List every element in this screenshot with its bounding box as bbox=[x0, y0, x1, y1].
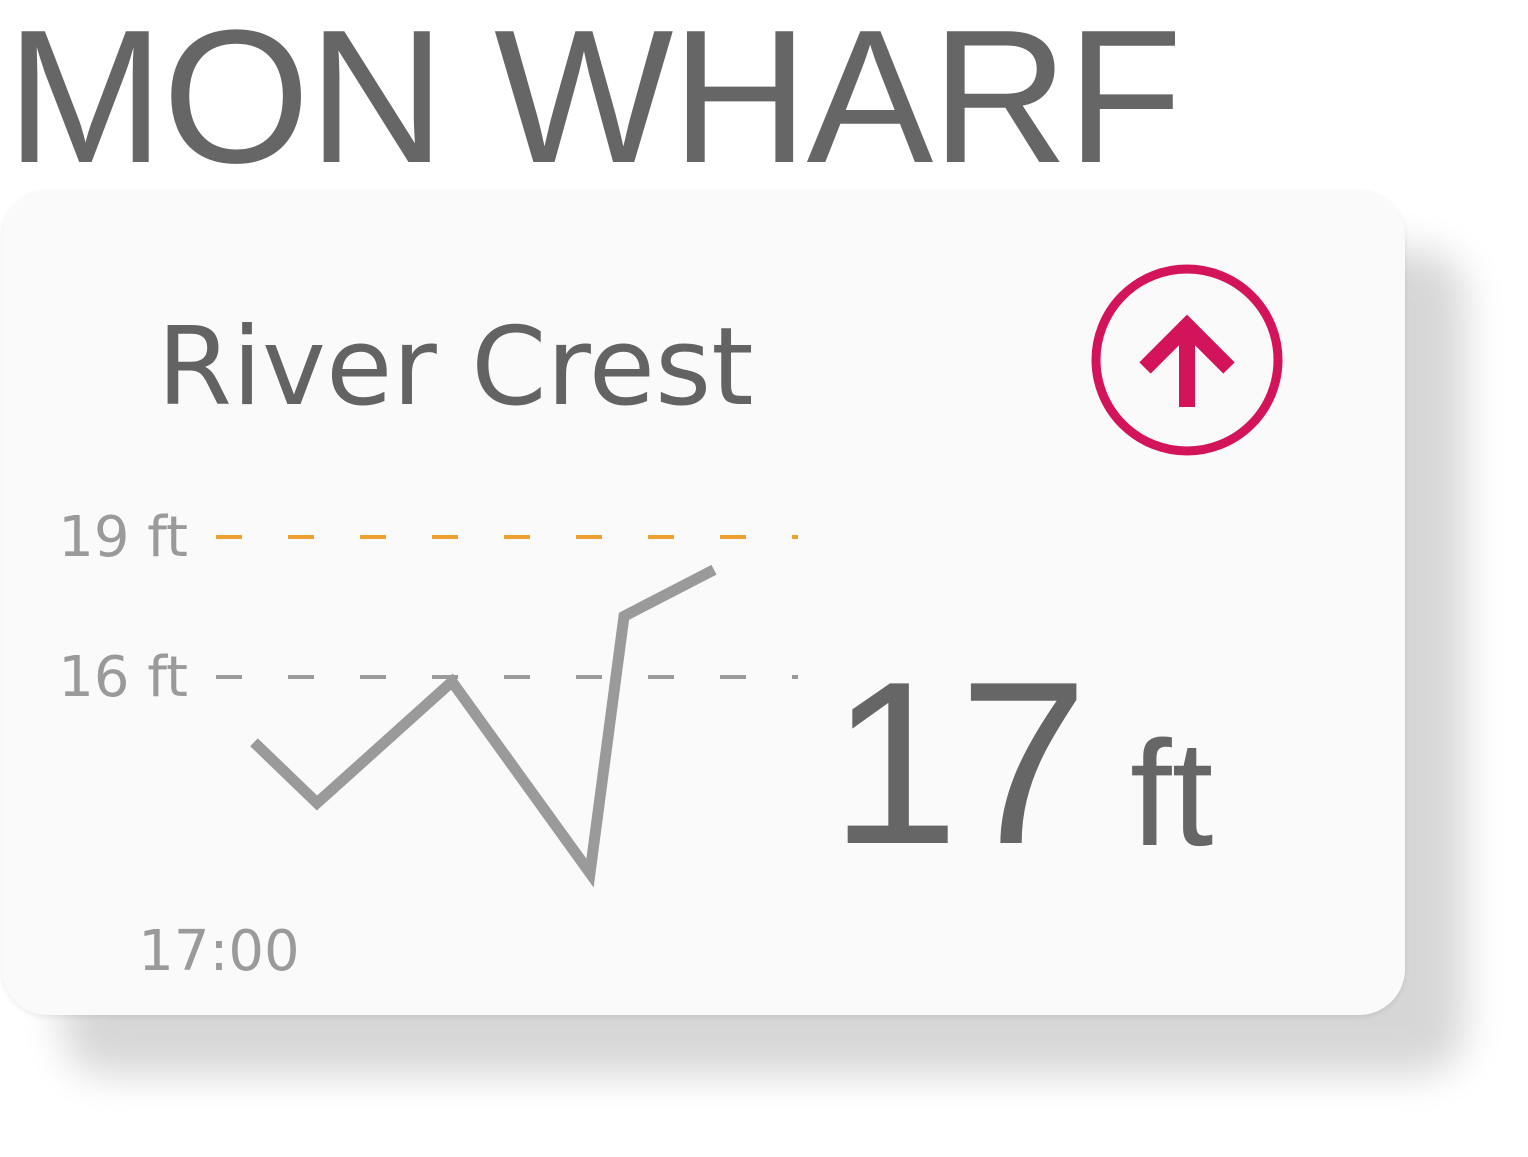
x-tick-label: 17:00 bbox=[138, 919, 299, 984]
y-tick-label-19ft: 19 ft bbox=[58, 505, 188, 570]
location-title: MON WHARF bbox=[6, 0, 1183, 203]
arrow-up-circle-icon bbox=[1091, 264, 1283, 456]
y-tick-label-16ft: 16 ft bbox=[58, 645, 188, 710]
water-level-chart: 19 ft 16 ft 17:00 bbox=[58, 505, 798, 984]
station-name: River Crest bbox=[157, 305, 754, 430]
series-line bbox=[250, 564, 717, 888]
current-level-value: 17 bbox=[830, 634, 1089, 893]
current-level-unit: ft bbox=[1130, 709, 1214, 877]
river-gauge-card[interactable]: River Crest 19 ft 16 ft 17:00 17 ft bbox=[2, 190, 1405, 1015]
trend-up-button[interactable] bbox=[1089, 262, 1285, 458]
